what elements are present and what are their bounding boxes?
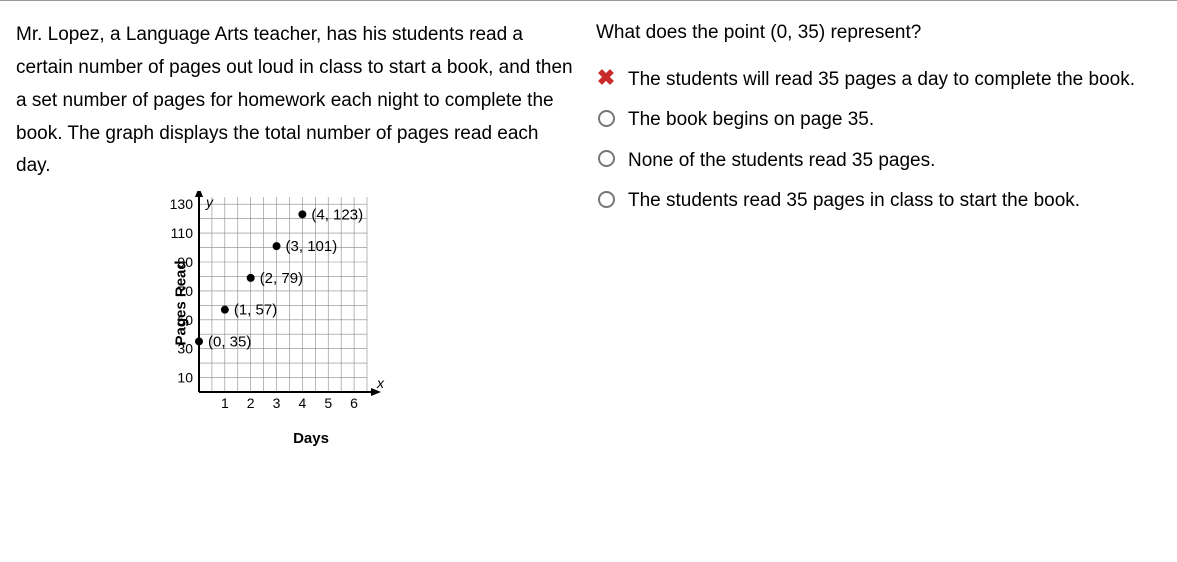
svg-text:x: x — [376, 375, 385, 391]
problem-text: Mr. Lopez, a Language Arts teacher, has … — [16, 19, 576, 183]
radio-icon — [596, 149, 616, 169]
y-axis-label: Pages Read — [169, 261, 195, 346]
svg-text:2: 2 — [247, 395, 255, 411]
option-text: None of the students read 35 pages. — [628, 147, 1156, 175]
option-text: The students will read 35 pages a day to… — [628, 66, 1156, 94]
option-text: The students read 35 pages in class to s… — [628, 187, 1156, 215]
svg-text:(0, 35): (0, 35) — [208, 334, 251, 351]
question-prompt: What does the point (0, 35) represent? — [596, 19, 1156, 48]
svg-text:3: 3 — [273, 395, 281, 411]
x-axis-label: Days — [181, 426, 441, 452]
chart-container: Pages Read 1234561030507090110130yx(0, 3… — [151, 191, 441, 452]
svg-text:y: y — [205, 194, 214, 210]
svg-text:6: 6 — [350, 395, 358, 411]
svg-text:5: 5 — [324, 395, 332, 411]
svg-text:1: 1 — [221, 395, 229, 411]
svg-text:110: 110 — [171, 225, 194, 241]
svg-text:(1, 57): (1, 57) — [234, 302, 277, 319]
radio-icon — [596, 108, 616, 128]
svg-text:4: 4 — [298, 395, 306, 411]
radio-icon — [596, 189, 616, 209]
option-0[interactable]: ✖ The students will read 35 pages a day t… — [596, 66, 1156, 94]
svg-text:130: 130 — [170, 197, 194, 213]
svg-text:10: 10 — [177, 370, 193, 386]
svg-text:(2, 79): (2, 79) — [260, 270, 303, 287]
svg-text:(4, 123): (4, 123) — [311, 207, 363, 224]
option-text: The book begins on page 35. — [628, 106, 1156, 134]
options-list: ✖ The students will read 35 pages a day t… — [596, 66, 1156, 215]
option-3[interactable]: The students read 35 pages in class to s… — [596, 187, 1156, 215]
svg-text:(3, 101): (3, 101) — [286, 238, 338, 255]
option-1[interactable]: The book begins on page 35. — [596, 106, 1156, 134]
option-2[interactable]: None of the students read 35 pages. — [596, 147, 1156, 175]
x-mark-icon: ✖ — [596, 68, 616, 88]
